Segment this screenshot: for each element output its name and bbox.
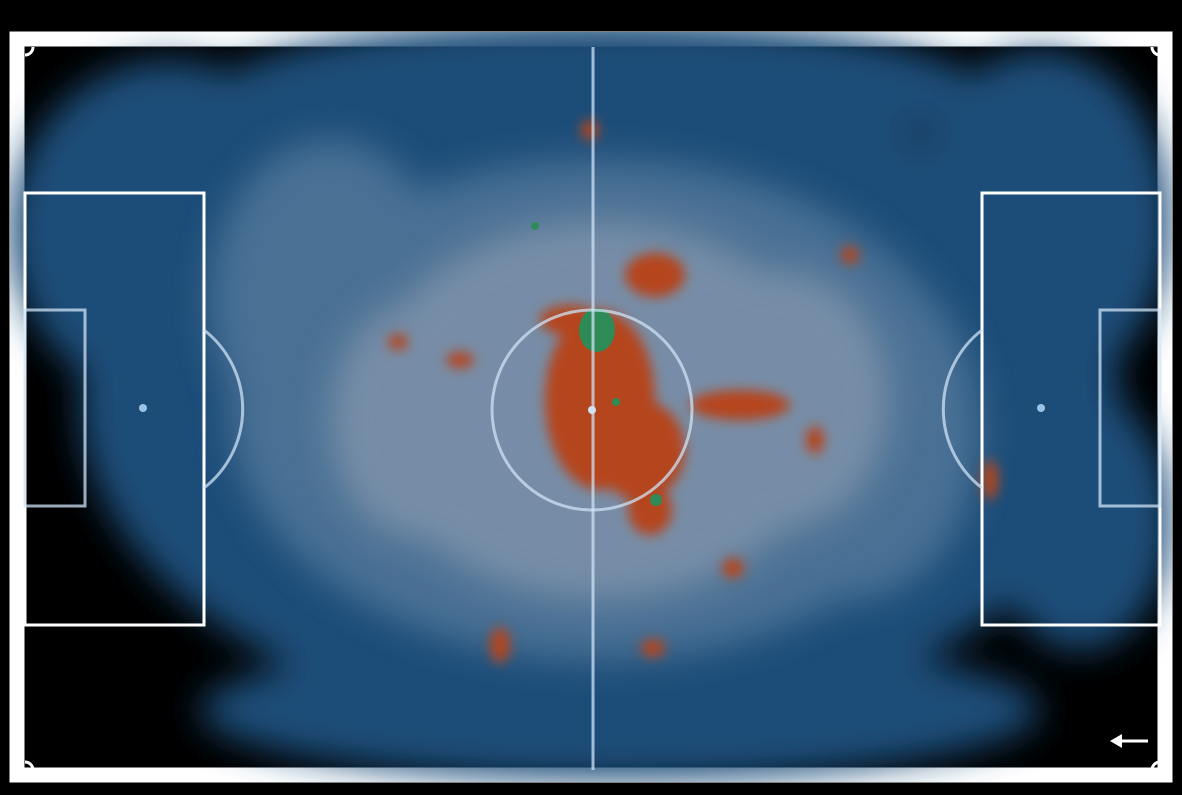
heatmap <box>10 32 1170 780</box>
six-yard-box-right <box>1098 308 1162 508</box>
density-peak <box>388 120 998 663</box>
six-yard-box-left <box>23 308 87 508</box>
center-spot <box>588 406 596 414</box>
pitch-lines <box>23 46 1162 771</box>
corner-arcs <box>24 46 1161 771</box>
penalty-arc-right <box>941 328 983 490</box>
penalty-spot-left <box>139 404 147 412</box>
penalty-spot-right <box>1037 404 1045 412</box>
density-max <box>531 222 662 506</box>
center-circle <box>490 308 694 512</box>
penalty-arc-left <box>203 328 245 490</box>
direction-arrow <box>1110 734 1148 748</box>
